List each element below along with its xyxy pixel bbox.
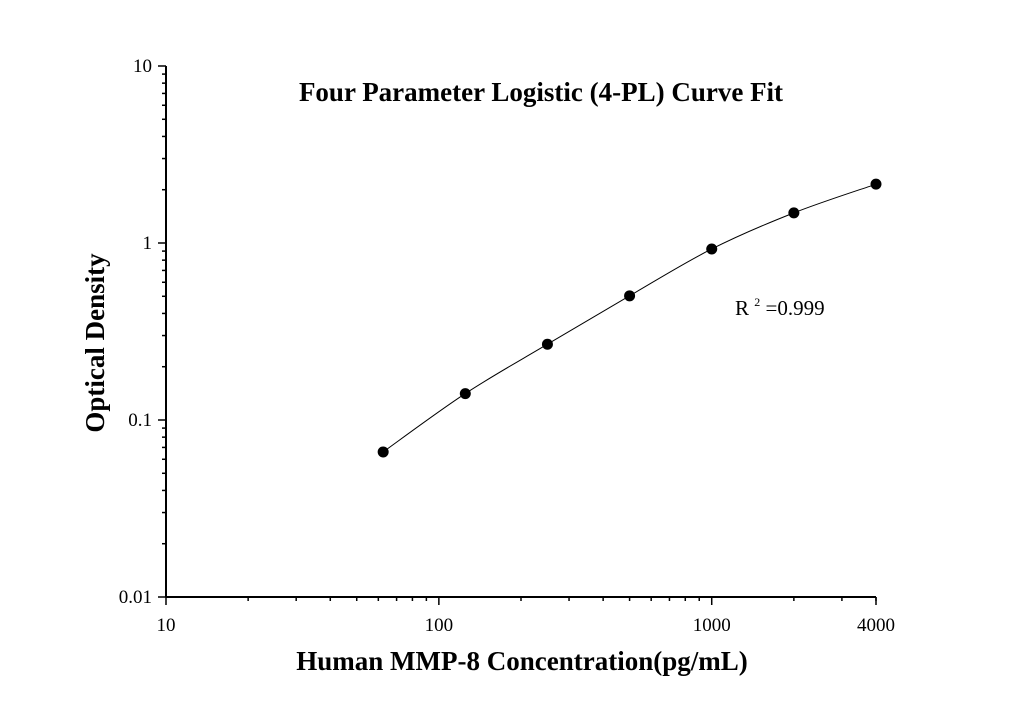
y-axis-title: Optical Density: [80, 253, 110, 433]
x-axis-title: Human MMP-8 Concentration(pg/mL): [296, 646, 747, 676]
chart-title: Four Parameter Logistic (4-PL) Curve Fit: [299, 77, 783, 107]
r-squared-value: =0.999: [766, 296, 825, 320]
x-tick-label: 100: [425, 615, 454, 636]
tick-labels: 0.01 0.1 1 10 10 100 1000 4000: [119, 56, 895, 636]
y-tick-label: 1: [143, 233, 153, 254]
data-point: [541, 338, 553, 350]
data-point: [459, 388, 471, 400]
axis-ticks: [158, 65, 877, 605]
x-tick-label: 10: [157, 615, 176, 636]
data-point: [870, 178, 882, 190]
r-squared-annotation: R 2 =0.999: [735, 287, 825, 320]
x-tick-label: 1000: [693, 615, 731, 636]
data-point: [624, 290, 636, 302]
data-point: [377, 446, 389, 458]
data-point: [706, 243, 718, 255]
data-point: [788, 207, 800, 219]
y-tick-label: 0.1: [128, 410, 152, 431]
r-squared-base: R: [735, 296, 749, 320]
plot-axes: [165, 66, 876, 598]
y-tick-label: 10: [133, 56, 152, 77]
y-tick-label: 0.01: [119, 587, 152, 608]
x-tick-label: 4000: [857, 615, 895, 636]
data-points: [377, 178, 882, 458]
r-squared-superscript: 2: [754, 295, 760, 309]
